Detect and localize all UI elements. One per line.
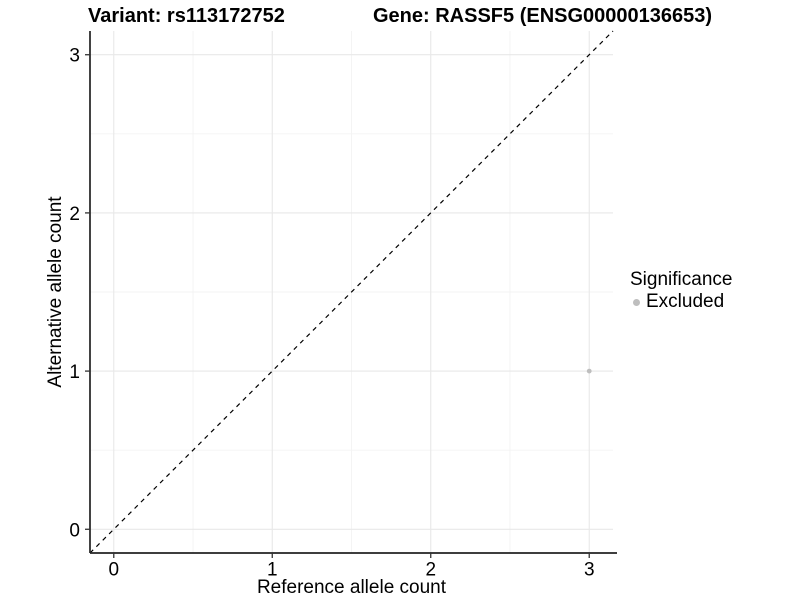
x-tick-label: 3 <box>584 560 595 581</box>
identity-line <box>89 30 614 554</box>
x-tick-label: 2 <box>425 560 436 581</box>
y-tick-label: 1 <box>69 362 80 383</box>
legend-key-dot <box>633 298 640 306</box>
y-tick-label: 0 <box>69 520 80 541</box>
legend: Significance Excluded <box>630 269 732 313</box>
x-tick-label: 0 <box>108 560 119 581</box>
variant-title: Variant: rs113172752 <box>88 5 285 27</box>
x-tick-label: 1 <box>267 560 278 581</box>
gene-title: Gene: RASSF5 (ENSG00000136653) <box>373 5 713 27</box>
legend-title: Significance <box>630 269 733 290</box>
y-tick-label: 3 <box>69 46 80 67</box>
legend-entry: Excluded <box>630 291 732 313</box>
y-tick-label: 2 <box>69 204 80 225</box>
y-axis-label: Alternative allele count <box>45 196 66 388</box>
data-point <box>586 368 592 374</box>
x-axis-label: Reference allele count <box>256 577 447 598</box>
legend-entry-label: Excluded <box>646 291 725 312</box>
legend-entries: Excluded <box>630 291 732 313</box>
